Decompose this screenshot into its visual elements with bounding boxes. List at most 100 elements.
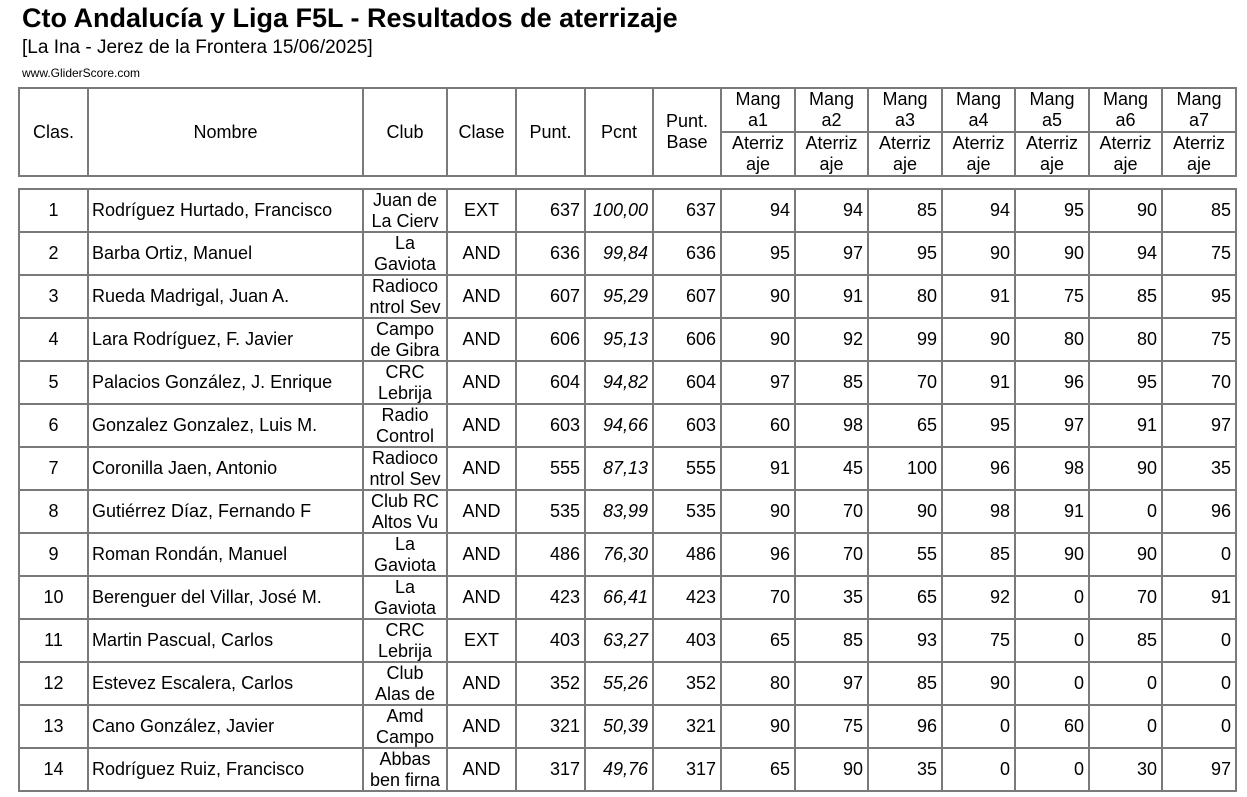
cell-clas: 9	[18, 532, 89, 577]
cell-clas: 10	[18, 575, 89, 620]
cell-club: Club RC Altos Vu	[362, 489, 448, 534]
cell-nombre: Rodríguez Hurtado, Francisco	[87, 188, 364, 233]
cell-club: La Gaviota	[362, 231, 448, 276]
cell-manga-6: 90	[1088, 532, 1163, 577]
cell-manga-4: 95	[941, 403, 1016, 448]
col-aterrizaje-label: Aterrizaje	[952, 133, 1005, 174]
cell-manga-3: 99	[867, 317, 943, 362]
cell-clase: AND	[446, 489, 517, 534]
cell-manga-1: 90	[720, 704, 796, 749]
cell-manga-4: 0	[941, 704, 1016, 749]
cell-clas: 1	[18, 188, 89, 233]
cell-clase: AND	[446, 274, 517, 319]
cell-punt-base: 637	[652, 188, 722, 233]
cell-punt-base: 486	[652, 532, 722, 577]
cell-pcnt: 94,82	[584, 360, 654, 405]
cell-pcnt: 63,27	[584, 618, 654, 663]
cell-pcnt: 95,13	[584, 317, 654, 362]
cell-punt-base: 403	[652, 618, 722, 663]
cell-manga-4: 98	[941, 489, 1016, 534]
cell-manga-2: 94	[794, 188, 869, 233]
cell-manga-7: 75	[1161, 231, 1237, 276]
cell-club: Campo de Gibra	[362, 317, 448, 362]
cell-punt-base: 317	[652, 747, 722, 792]
cell-manga-2: 85	[794, 360, 869, 405]
col-aterrizaje-label: Aterrizaje	[1099, 133, 1152, 174]
table-row: 9 Roman Rondán, Manuel La Gaviota AND 48…	[18, 532, 1237, 577]
table-row: 11 Martin Pascual, Carlos CRC Lebrija EX…	[18, 618, 1237, 663]
cell-manga-7: 85	[1161, 188, 1237, 233]
cell-manga-5: 0	[1014, 747, 1090, 792]
table-row: 14 Rodríguez Ruiz, Francisco Abbas ben f…	[18, 747, 1237, 792]
cell-manga-3: 65	[867, 575, 943, 620]
cell-manga-5: 75	[1014, 274, 1090, 319]
col-punt-base: Punt. Base	[652, 87, 722, 177]
cell-punt: 535	[515, 489, 586, 534]
cell-nombre: Barba Ortiz, Manuel	[87, 231, 364, 276]
cell-manga-4: 90	[941, 231, 1016, 276]
cell-manga-6: 94	[1088, 231, 1163, 276]
cell-manga-4: 96	[941, 446, 1016, 491]
table-row: 10 Berenguer del Villar, José M. La Gavi…	[18, 575, 1237, 620]
cell-punt: 317	[515, 747, 586, 792]
cell-manga-2: 97	[794, 661, 869, 706]
cell-clas: 6	[18, 403, 89, 448]
cell-pcnt: 49,76	[584, 747, 654, 792]
club-name: Abbas ben firna	[369, 749, 441, 790]
club-name: CRC Lebrija	[377, 362, 433, 403]
cell-manga-1: 60	[720, 403, 796, 448]
cell-manga-2: 70	[794, 489, 869, 534]
cell-punt-base: 636	[652, 231, 722, 276]
cell-manga-1: 80	[720, 661, 796, 706]
cell-manga-7: 0	[1161, 704, 1237, 749]
cell-club: La Gaviota	[362, 575, 448, 620]
cell-nombre: Gonzalez Gonzalez, Luis M.	[87, 403, 364, 448]
cell-clase: AND	[446, 575, 517, 620]
table-row: 6 Gonzalez Gonzalez, Luis M. Radio Contr…	[18, 403, 1237, 448]
cell-manga-3: 35	[867, 747, 943, 792]
cell-nombre: Lara Rodríguez, F. Javier	[87, 317, 364, 362]
cell-manga-3: 55	[867, 532, 943, 577]
club-name: La Gaviota	[373, 577, 437, 618]
cell-manga-6: 91	[1088, 403, 1163, 448]
cell-clase: AND	[446, 532, 517, 577]
cell-nombre: Palacios González, J. Enrique	[87, 360, 364, 405]
cell-club: Club Alas de	[362, 661, 448, 706]
cell-manga-4: 75	[941, 618, 1016, 663]
cell-pcnt: 99,84	[584, 231, 654, 276]
col-aterrizaje-3: Aterrizaje	[867, 131, 943, 177]
col-aterrizaje-4: Aterrizaje	[941, 131, 1016, 177]
cell-manga-1: 65	[720, 618, 796, 663]
cell-manga-4: 94	[941, 188, 1016, 233]
cell-manga-6: 0	[1088, 704, 1163, 749]
cell-manga-3: 90	[867, 489, 943, 534]
cell-clas: 14	[18, 747, 89, 792]
cell-manga-5: 90	[1014, 532, 1090, 577]
col-manga-1: Manga1	[720, 87, 796, 133]
cell-clase: EXT	[446, 618, 517, 663]
cell-manga-2: 90	[794, 747, 869, 792]
cell-manga-7: 96	[1161, 489, 1237, 534]
cell-manga-5: 98	[1014, 446, 1090, 491]
cell-manga-5: 97	[1014, 403, 1090, 448]
table-row: 8 Gutiérrez Díaz, Fernando F Club RC Alt…	[18, 489, 1237, 534]
cell-manga-3: 85	[867, 661, 943, 706]
cell-nombre: Martin Pascual, Carlos	[87, 618, 364, 663]
results-table: 1 Rodríguez Hurtado, Francisco Juan de L…	[18, 188, 1237, 792]
cell-manga-5: 60	[1014, 704, 1090, 749]
cell-manga-2: 75	[794, 704, 869, 749]
cell-manga-1: 90	[720, 489, 796, 534]
cell-pcnt: 87,13	[584, 446, 654, 491]
cell-clase: AND	[446, 360, 517, 405]
col-clas: Clas.	[18, 87, 89, 177]
cell-pcnt: 94,66	[584, 403, 654, 448]
cell-punt-base: 423	[652, 575, 722, 620]
site-link[interactable]: www.GliderScore.com	[22, 66, 141, 80]
col-manga-4: Manga4	[941, 87, 1016, 133]
cell-manga-4: 0	[941, 747, 1016, 792]
cell-club: Radiocontrol Sev	[362, 274, 448, 319]
cell-nombre: Berenguer del Villar, José M.	[87, 575, 364, 620]
cell-punt-base: 603	[652, 403, 722, 448]
col-nombre: Nombre	[87, 87, 364, 177]
table-row: 13 Cano González, Javier Amd Campo AND 3…	[18, 704, 1237, 749]
